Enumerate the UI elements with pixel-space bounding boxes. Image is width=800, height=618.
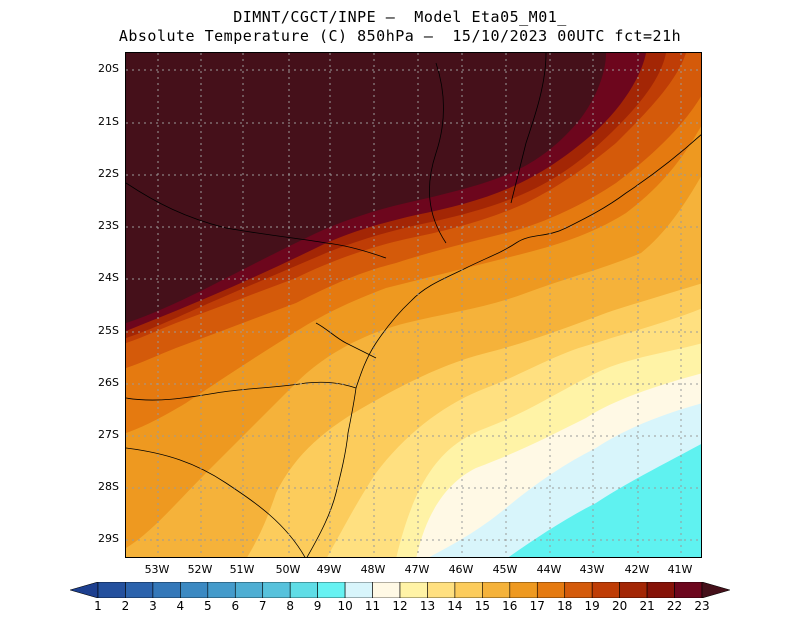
colorbar-segment xyxy=(97,582,126,598)
colorbar-segment xyxy=(454,582,483,598)
colorbar-segment xyxy=(564,582,593,598)
colorbar-segment xyxy=(482,582,511,598)
lon-label: 53W xyxy=(144,563,170,576)
lat-label: 23S xyxy=(98,219,119,232)
colorbar-arrow-right xyxy=(701,582,730,598)
colorbar-label: 10 xyxy=(337,599,353,613)
colorbar-label: 5 xyxy=(203,599,212,613)
lat-label: 21S xyxy=(98,115,119,128)
colorbar-label: 17 xyxy=(529,599,545,613)
lat-label: 26S xyxy=(98,376,119,389)
title-line-2: Absolute Temperature (C) 850hPa – 15/10/… xyxy=(118,27,682,45)
colorbar-label: 12 xyxy=(392,599,408,613)
colorbar-segment xyxy=(619,582,648,598)
colorbar-label: 7 xyxy=(258,599,267,613)
lat-label: 29S xyxy=(98,532,119,545)
band-darkest xyxy=(126,53,606,323)
colorbar-label: 3 xyxy=(149,599,157,613)
colorbar-label: 9 xyxy=(313,599,322,613)
colorbar-segment xyxy=(536,582,566,598)
colorbar-segment xyxy=(207,582,236,598)
graticule xyxy=(126,53,701,557)
lon-label: 44W xyxy=(536,563,562,576)
lon-label: 43W xyxy=(579,563,605,576)
lon-label: 51W xyxy=(229,563,255,576)
lat-label: 22S xyxy=(98,167,119,180)
map-field xyxy=(126,53,701,557)
colorbar-label: 6 xyxy=(231,599,240,613)
colorbar-segment xyxy=(344,582,373,598)
lon-label: 52W xyxy=(187,563,213,576)
colorbar-label: 18 xyxy=(557,599,573,613)
colorbar-segment xyxy=(152,582,181,598)
lon-label: 48W xyxy=(360,563,386,576)
lon-label: 41W xyxy=(667,563,693,576)
colorbar-segment xyxy=(646,582,675,598)
lat-label: 24S xyxy=(98,271,119,284)
temperature-map xyxy=(125,52,702,558)
colorbar-label: 2 xyxy=(121,599,130,613)
lon-label: 46W xyxy=(448,563,474,576)
colorbar-label: 1 xyxy=(94,599,102,613)
colorbar-label: 22 xyxy=(666,599,683,613)
colorbar-label: 16 xyxy=(502,599,518,613)
borders xyxy=(126,53,701,557)
colorbar-label: 20 xyxy=(611,599,628,613)
colorbar-segment xyxy=(234,582,264,598)
lat-label: 20S xyxy=(98,62,119,75)
colorbar-segment xyxy=(180,582,209,598)
lon-label: 45W xyxy=(492,563,518,576)
colorbar-label: 8 xyxy=(286,599,294,613)
colorbar-segment xyxy=(399,582,428,598)
colorbar-label: 23 xyxy=(694,599,710,613)
colorbar-segment xyxy=(674,582,703,598)
lon-label: 42W xyxy=(624,563,650,576)
colorbar-segment xyxy=(509,582,538,598)
colorbar-segment xyxy=(262,582,291,598)
colorbar-label: 15 xyxy=(474,599,490,613)
lat-label: 27S xyxy=(98,428,119,441)
colorbar-segment xyxy=(591,582,620,598)
colorbar-arrow-left xyxy=(70,582,99,598)
title-line-1: DIMNT/CGCT/INPE – Model Eta05_M01_ xyxy=(233,8,567,26)
colorbar-label: 21 xyxy=(639,599,655,613)
colorbar-segment xyxy=(372,582,401,598)
colorbar-label: 11 xyxy=(364,599,381,613)
colorbar-segment xyxy=(427,582,456,598)
lon-label: 47W xyxy=(404,563,430,576)
colorbar xyxy=(70,582,730,598)
lat-label: 28S xyxy=(98,480,119,493)
colorbar-segment xyxy=(317,582,346,598)
colorbar-label: 13 xyxy=(419,599,436,613)
colorbar-label: 14 xyxy=(447,599,463,613)
colorbar-segment xyxy=(289,582,318,598)
colorbar-label: 19 xyxy=(584,599,600,613)
lon-label: 49W xyxy=(316,563,342,576)
lat-label: 25S xyxy=(98,324,119,337)
lon-label: 50W xyxy=(275,563,301,576)
colorbar-label: 4 xyxy=(176,599,185,613)
colorbar-segment xyxy=(125,582,154,598)
